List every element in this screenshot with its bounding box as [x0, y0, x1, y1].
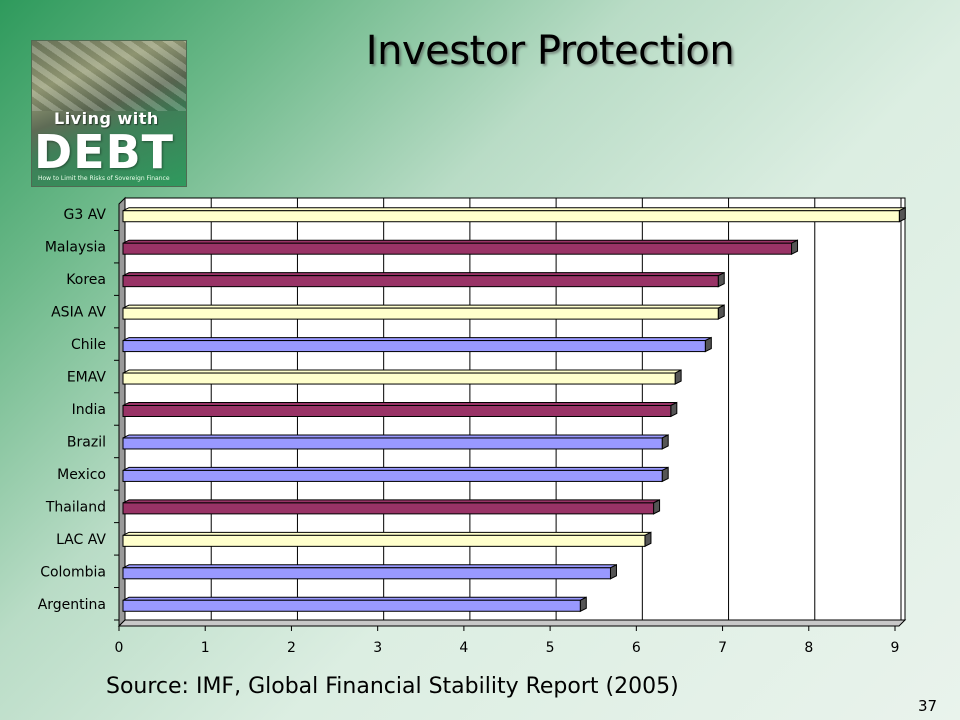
- x-tick-label: 3: [373, 640, 382, 656]
- bar-end: [674, 369, 682, 385]
- x-tick-label: 9: [891, 640, 900, 656]
- book-cover-logo: Living with DEBT How to Limit the Risks …: [31, 40, 187, 187]
- bar-end: [661, 466, 669, 483]
- y-tick-label: Chile: [71, 337, 106, 353]
- logo-line1: Living with: [54, 109, 159, 128]
- y-tick-label: India: [72, 402, 106, 418]
- bar-end: [791, 239, 799, 256]
- bar: [122, 340, 706, 353]
- x-tick-label: 2: [287, 640, 296, 656]
- bar-end: [717, 304, 725, 320]
- plot-floor: [117, 619, 907, 627]
- bar: [122, 599, 581, 612]
- y-tick-label: ASIA AV: [51, 305, 106, 321]
- y-tick-label: Mexico: [57, 467, 106, 483]
- logo-line2: DEBT: [34, 125, 175, 179]
- bar-end: [661, 434, 669, 450]
- x-tick-label: 7: [718, 640, 727, 656]
- y-tick-label: LAC AV: [56, 532, 106, 548]
- y-tick-label: EMAV: [67, 370, 107, 386]
- x-tick-label: 5: [546, 640, 555, 656]
- x-tick-label: 1: [201, 640, 210, 656]
- bar-end: [644, 531, 652, 548]
- bar: [122, 534, 646, 547]
- bar-end: [717, 271, 725, 288]
- banknotes-image: [32, 41, 186, 111]
- bar-end: [898, 206, 906, 223]
- page-number: 37: [918, 697, 938, 715]
- y-tick-label: G3 AV: [64, 207, 107, 223]
- bar-end: [670, 401, 678, 418]
- bar: [122, 405, 672, 417]
- y-tick-label: Thailand: [45, 499, 106, 515]
- bar-end: [653, 499, 661, 515]
- bar: [122, 307, 719, 320]
- bar: [122, 210, 900, 223]
- bar: [122, 469, 663, 482]
- slide-title: Investor Protection: [365, 28, 735, 74]
- bar-end: [609, 563, 617, 580]
- x-tick-label: 6: [632, 640, 641, 656]
- bar: [122, 372, 676, 385]
- source-note: Source: IMF, Global Financial Stability …: [106, 674, 679, 699]
- x-tick-label: 4: [459, 640, 468, 656]
- bar-end: [579, 596, 587, 613]
- x-tick-label: 0: [115, 640, 124, 656]
- bar: [122, 502, 655, 515]
- y-tick-label: Malaysia: [45, 240, 106, 256]
- y-tick-label: Brazil: [67, 434, 106, 450]
- y-tick-label: Colombia: [40, 564, 106, 580]
- x-tick-label: 8: [804, 640, 813, 656]
- y-tick-label: Argentina: [38, 597, 106, 613]
- y-tick-label: Korea: [66, 272, 106, 288]
- bar: [122, 242, 793, 255]
- bar: [122, 567, 611, 580]
- bar-end: [704, 336, 712, 353]
- logo-tagline: How to Limit the Risks of Sovereign Fina…: [38, 175, 170, 182]
- bar: [122, 437, 663, 450]
- bar: [122, 275, 719, 288]
